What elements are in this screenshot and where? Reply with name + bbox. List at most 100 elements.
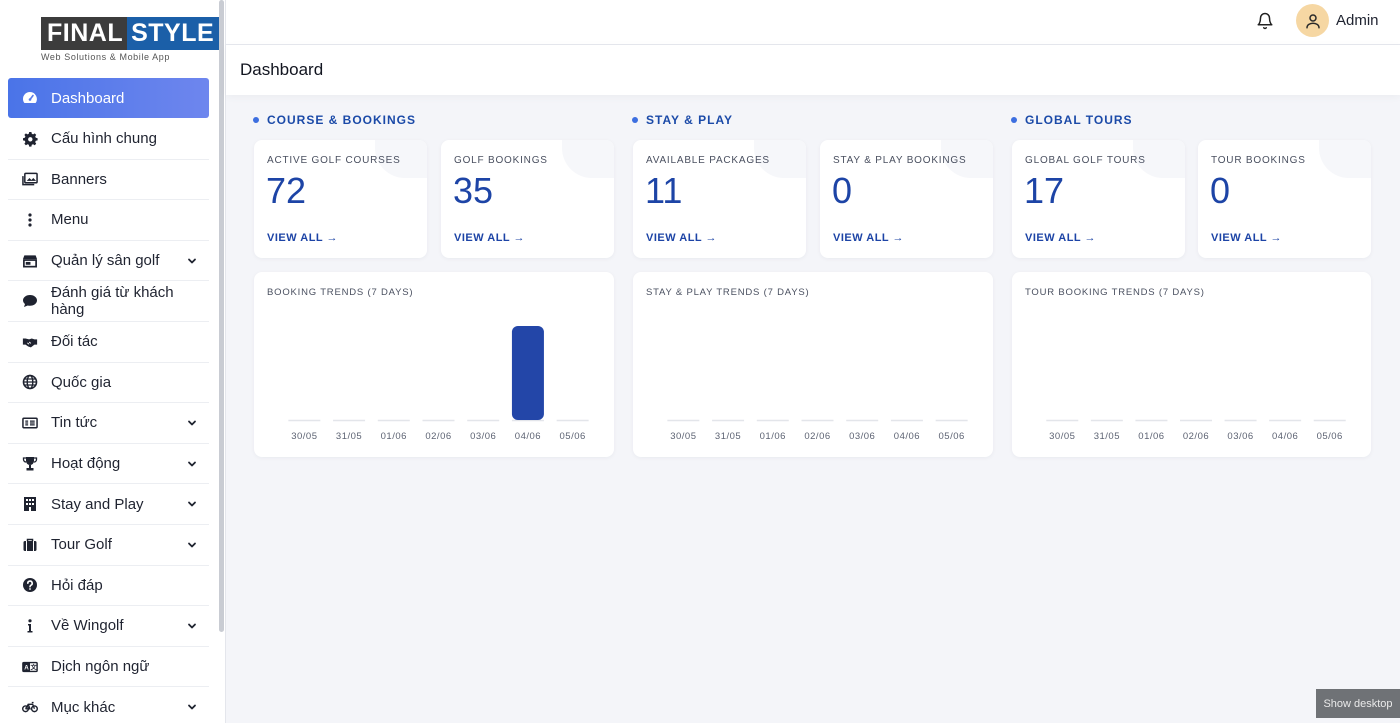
chevron-down-icon[interactable]: [187, 621, 197, 631]
stat-label: GLOBAL GOLF TOURS: [1025, 155, 1146, 166]
sidebar-item-hoi-dap[interactable]: Hỏi đáp: [8, 566, 209, 607]
sidebar-item-dich-ngon-ngu[interactable]: A 文 Dịch ngôn ngữ: [8, 647, 209, 688]
svg-text:A: A: [24, 664, 29, 671]
chevron-down-icon[interactable]: [187, 256, 197, 266]
bicycle-icon: [22, 699, 38, 715]
sidebar-scrollbar[interactable]: [219, 0, 224, 632]
sidebar: FINAL STYLE Web Solutions & Mobile App D…: [0, 0, 226, 723]
sidebar-item-ve-wingolf[interactable]: Về Wingolf: [8, 606, 209, 647]
logo-tagline: Web Solutions & Mobile App: [41, 52, 171, 62]
view-all-link[interactable]: VIEW ALL →: [1211, 232, 1282, 244]
x-tick-label: 02/06: [804, 431, 830, 442]
sidebar-item-label: Banners: [51, 170, 107, 188]
bell-icon[interactable]: [1256, 12, 1274, 30]
suitcase-icon: [22, 537, 38, 553]
x-tick-label: 03/06: [470, 431, 496, 442]
x-tick-label: 03/06: [849, 431, 875, 442]
booking-trends-chart: 30/05 31/05 01/06 02/06 03/06 04/06 05/06: [288, 326, 589, 442]
sidebar-item-label: Mục khác: [51, 698, 116, 716]
svg-text:文: 文: [30, 663, 37, 671]
sidebar-item-quoc-gia[interactable]: Quốc gia: [8, 363, 209, 404]
sidebar-item-danh-gia-tu-khach-hang[interactable]: Đánh giá từ khách hàng: [8, 281, 209, 322]
x-tick-label: 31/05: [336, 431, 362, 442]
sidebar-item-label: Tin tức: [51, 414, 98, 432]
sidebar-item-dashboard[interactable]: Dashboard: [8, 78, 209, 118]
question-icon: [22, 577, 38, 593]
chevron-down-icon[interactable]: [187, 418, 197, 428]
section-title-stay-play: STAY & PLAY: [632, 113, 733, 127]
x-tick-label: 02/06: [425, 431, 451, 442]
section-title-text: GLOBAL TOURS: [1025, 113, 1133, 127]
sidebar-item-hoat-dong[interactable]: Hoạt động: [8, 444, 209, 485]
sidebar-item-label: Stay and Play: [51, 495, 144, 513]
x-tick-label: 04/06: [894, 431, 920, 442]
sidebar-item-label: Quản lý sân golf: [51, 252, 160, 270]
x-tick-label: 01/06: [760, 431, 786, 442]
view-all-link[interactable]: VIEW ALL →: [1025, 232, 1096, 244]
sidebar-item-stay-and-play[interactable]: Stay and Play: [8, 484, 209, 525]
stat-label: AVAILABLE PACKAGES: [646, 155, 770, 166]
section-title-text: STAY & PLAY: [646, 113, 734, 127]
section-dot: [632, 117, 638, 123]
chevron-down-icon[interactable]: [187, 702, 197, 712]
chart-title: STAY & PLAY TRENDS (7 DAYS): [646, 287, 810, 298]
building-icon: [22, 496, 38, 512]
avatar[interactable]: [1296, 4, 1329, 37]
trophy-icon: [22, 456, 38, 472]
dots-vertical-icon: [22, 212, 38, 228]
sidebar-item-doi-tac[interactable]: Đối tác: [8, 322, 209, 363]
stat-card-tour-bookings: TOUR BOOKINGS 0 VIEW ALL →: [1198, 140, 1371, 258]
logo-word-style: STYLE: [127, 17, 221, 50]
bar-04-06[interactable]: [511, 326, 544, 420]
chevron-down-icon[interactable]: [187, 499, 197, 509]
stat-value: 72: [266, 170, 307, 211]
sidebar-menu: Dashboard Cấu hình chung Banners Menu Quản l…: [8, 78, 209, 723]
handshake-icon: [22, 334, 38, 350]
section-title-course-bookings: COURSE & BOOKINGS: [253, 113, 416, 127]
page-header: Dashboard: [226, 45, 1400, 95]
chart-card-booking-trends: BOOKING TRENDS (7 DAYS) 30/05 31/05 01/06 0…: [254, 272, 614, 457]
sidebar-item-tin-tuc[interactable]: Tin tức: [8, 403, 209, 444]
page-title: Dashboard: [240, 60, 324, 79]
stat-value: 11: [645, 170, 683, 211]
sidebar-item-label: Dashboard: [51, 89, 125, 107]
view-all-link[interactable]: VIEW ALL →: [646, 232, 717, 244]
globe-icon: [22, 374, 38, 390]
x-tick-label: 03/06: [1227, 431, 1253, 442]
chart-title: BOOKING TRENDS (7 DAYS): [267, 287, 414, 298]
sidebar-item-cau-hinh-chung[interactable]: Cấu hình chung: [8, 119, 209, 160]
logo-word-final: FINAL: [41, 17, 128, 50]
chart-title: TOUR BOOKING TRENDS (7 DAYS): [1025, 287, 1205, 298]
sidebar-item-muc-khac[interactable]: Mục khác: [8, 687, 209, 723]
images-icon: [22, 171, 38, 187]
view-all-link[interactable]: VIEW ALL →: [454, 232, 525, 244]
sidebar-item-menu[interactable]: Menu: [8, 200, 209, 241]
x-tick-label: 31/05: [1094, 431, 1120, 442]
comment-icon: [22, 293, 38, 309]
chevron-down-icon[interactable]: [187, 540, 197, 550]
stat-card-golf-bookings: GOLF BOOKINGS 35 VIEW ALL →: [441, 140, 614, 258]
section-dot: [1011, 117, 1017, 123]
sidebar-item-quan-ly-san-golf[interactable]: Quản lý sân golf: [8, 241, 209, 282]
stat-value: 0: [1210, 170, 1231, 211]
chevron-down-icon[interactable]: [187, 459, 197, 469]
x-tick-label: 30/05: [670, 431, 696, 442]
info-icon: [22, 618, 38, 634]
view-all-link[interactable]: VIEW ALL →: [267, 232, 338, 244]
show-desktop-button[interactable]: Show desktop: [1316, 689, 1400, 718]
stat-value: 17: [1024, 170, 1065, 211]
sidebar-item-banners[interactable]: Banners: [8, 160, 209, 201]
view-all-link[interactable]: VIEW ALL →: [833, 232, 904, 244]
stat-card-available-packages: AVAILABLE PACKAGES 11 VIEW ALL →: [633, 140, 806, 258]
section-dot: [253, 117, 259, 123]
sidebar-item-label: Về Wingolf: [51, 617, 124, 635]
x-tick-label: 30/05: [291, 431, 317, 442]
stat-label: GOLF BOOKINGS: [454, 155, 548, 166]
sidebar-item-label: Cấu hình chung: [51, 130, 157, 148]
x-tick-label: 30/05: [1049, 431, 1075, 442]
user-name[interactable]: Admin: [1336, 12, 1379, 29]
brand-logo[interactable]: FINAL STYLE Web Solutions & Mobile App: [41, 17, 221, 63]
user-icon: [1305, 13, 1320, 28]
sidebar-item-tour-golf[interactable]: Tour Golf: [8, 525, 209, 566]
chart-card-tour-booking-trends: TOUR BOOKING TRENDS (7 DAYS) 30/05 31/05 0…: [1012, 272, 1371, 457]
